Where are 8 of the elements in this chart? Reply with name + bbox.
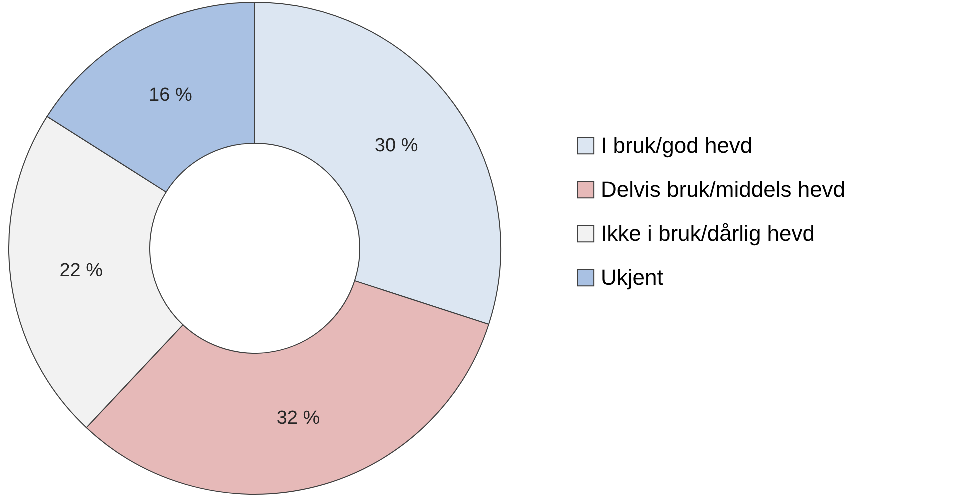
data-label: 30 % — [374, 136, 418, 157]
legend-label: Delvis bruk/middels hevd — [601, 177, 846, 202]
legend-label: Ukjent — [601, 265, 664, 290]
legend-label: Ikke i bruk/dårlig hevd — [601, 221, 815, 246]
data-label: 32 % — [276, 408, 320, 429]
legend-label: I bruk/god hevd — [601, 133, 753, 158]
data-label: 16 % — [149, 85, 192, 106]
data-label: 22 % — [60, 260, 104, 282]
